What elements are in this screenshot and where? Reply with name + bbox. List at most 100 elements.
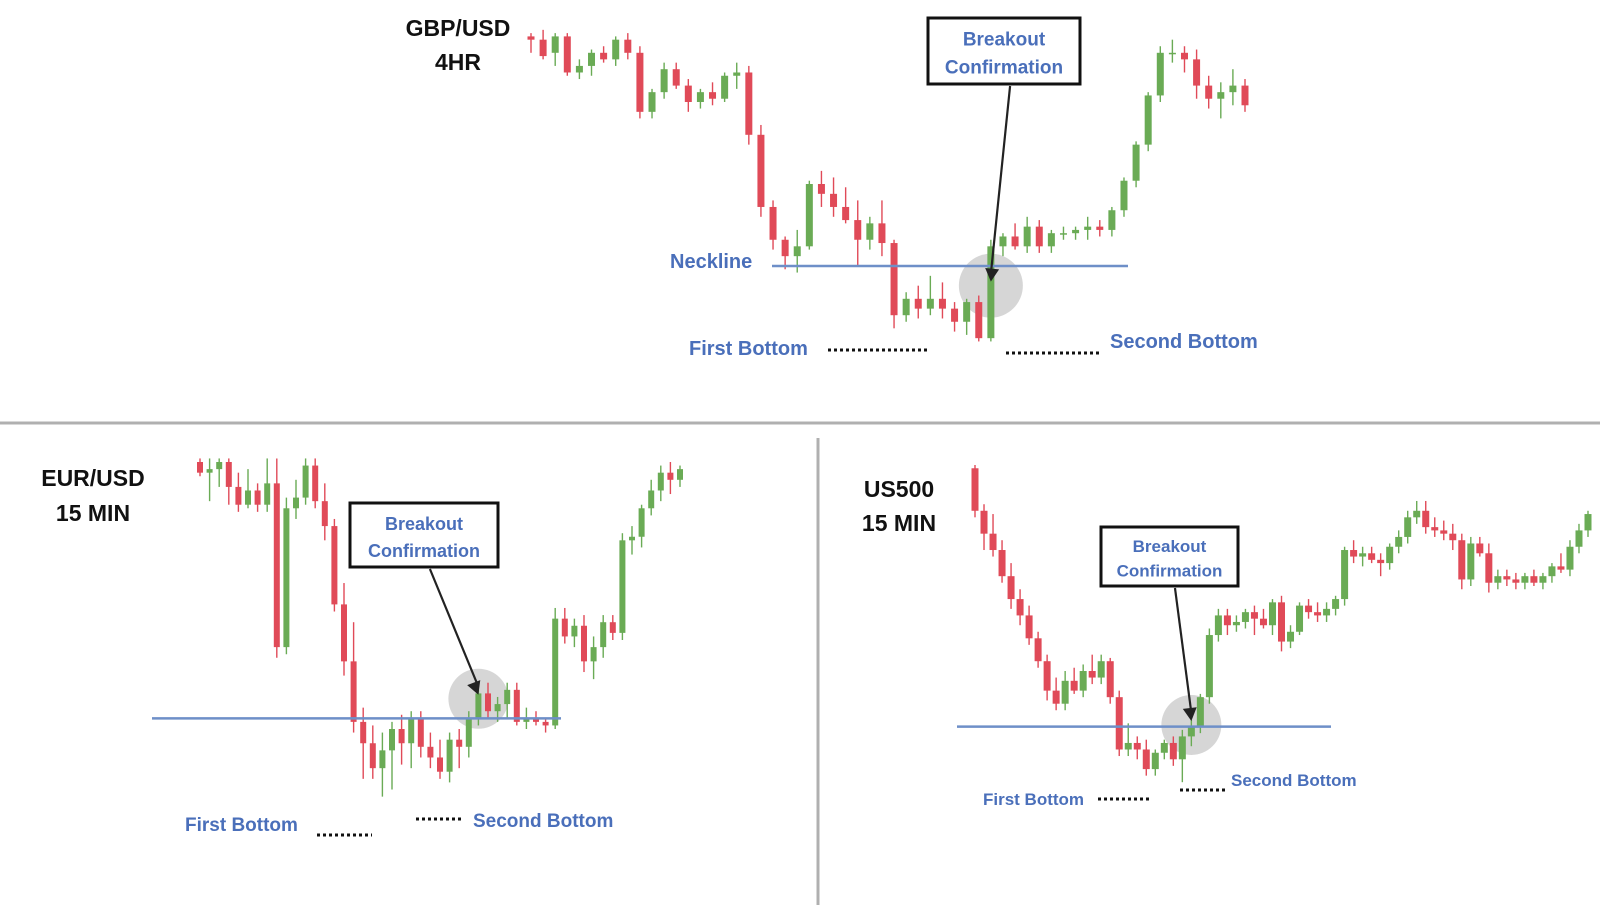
bearish-candle xyxy=(1043,661,1051,691)
bearish-candle xyxy=(769,206,777,240)
bearish-candle xyxy=(542,721,549,726)
bearish-candle xyxy=(1368,553,1376,560)
bullish-candle xyxy=(1151,752,1159,770)
bullish-candle xyxy=(638,508,645,537)
bullish-candle xyxy=(1072,229,1080,234)
bullish-candle xyxy=(1124,742,1132,750)
bullish-candle xyxy=(1079,671,1087,691)
bearish-candle xyxy=(890,243,898,316)
bullish-candle xyxy=(475,693,482,719)
bullish-candle xyxy=(1539,576,1547,583)
bearish-candle xyxy=(369,743,376,769)
gbpusd-4hr-panel: Neckline GBP/USD 4HR Breakout Confirmation Fi… xyxy=(406,15,1258,360)
breakout-arrow-shaft xyxy=(428,568,480,688)
bullish-candle xyxy=(293,497,299,509)
bearish-candle xyxy=(1530,576,1538,583)
bullish-candle xyxy=(1575,530,1583,547)
bearish-candle xyxy=(1557,566,1565,570)
bearish-candle xyxy=(235,486,242,505)
bullish-candle xyxy=(465,718,472,747)
bullish-candle xyxy=(1359,553,1367,557)
bearish-candle xyxy=(1485,553,1493,583)
bearish-candle xyxy=(563,36,571,73)
bullish-candle xyxy=(1268,602,1276,626)
bullish-candle xyxy=(1229,85,1237,93)
bullish-candle xyxy=(1566,546,1574,570)
bearish-candle xyxy=(1314,612,1322,616)
bearish-candle xyxy=(1205,85,1213,99)
bearish-candle xyxy=(914,298,922,309)
bearish-candle xyxy=(1034,638,1042,662)
bullish-candle xyxy=(999,236,1007,247)
bullish-candle xyxy=(1187,726,1195,737)
bearish-candle xyxy=(854,220,862,240)
bearish-candle xyxy=(513,689,520,722)
bearish-candle xyxy=(1035,226,1043,247)
breakout-label-line1: Breakout xyxy=(963,30,1046,51)
bearish-candle xyxy=(1458,540,1466,580)
bearish-candle xyxy=(1350,550,1358,557)
bearish-candle xyxy=(672,69,680,86)
bullish-candle xyxy=(1386,546,1394,564)
bullish-candle xyxy=(619,540,626,633)
second-bottom-label: Second Bottom xyxy=(473,811,613,832)
bullish-candle xyxy=(648,92,656,112)
first-bottom-label: First Bottom xyxy=(689,338,808,360)
bearish-candle xyxy=(417,718,424,747)
bullish-candle xyxy=(1196,697,1204,727)
bullish-candle xyxy=(245,490,251,505)
bullish-candle xyxy=(721,75,729,99)
bearish-candle xyxy=(709,92,717,99)
bullish-candle xyxy=(523,718,530,722)
bullish-candle xyxy=(1548,566,1556,577)
bearish-candle xyxy=(1223,615,1231,626)
bearish-candle xyxy=(254,490,261,505)
breakout-annotation-box xyxy=(1099,525,1240,588)
bearish-candle xyxy=(971,468,979,511)
bullish-candle xyxy=(1217,92,1225,99)
bullish-candle xyxy=(494,704,501,712)
bullish-candle xyxy=(1296,605,1304,632)
bearish-candle xyxy=(1106,661,1114,698)
breakout-annotation-box xyxy=(348,501,500,569)
bullish-candle xyxy=(571,625,578,637)
bearish-candle xyxy=(341,604,347,662)
bearish-candle xyxy=(1431,527,1439,531)
bullish-candle xyxy=(1084,226,1092,230)
bullish-candle xyxy=(1061,680,1069,704)
bullish-candle xyxy=(660,69,668,93)
bearish-candle xyxy=(636,52,644,112)
bearish-candle xyxy=(1241,85,1249,106)
bearish-candle xyxy=(350,661,357,722)
bearish-candle xyxy=(1007,576,1015,600)
bullish-candle xyxy=(1332,599,1340,609)
bearish-candle xyxy=(321,501,328,527)
us500-15min-panel: US500 15 MIN Breakout Confirmation First Bot… xyxy=(862,465,1592,809)
bullish-candle xyxy=(1494,576,1502,583)
bullish-candle xyxy=(1168,52,1176,55)
bearish-candle xyxy=(1052,690,1060,704)
bullish-candle xyxy=(793,246,801,257)
bearish-candle xyxy=(1259,618,1267,626)
breakout-arrow-shaft xyxy=(989,85,1012,274)
bullish-candle xyxy=(389,729,395,751)
bearish-candle xyxy=(1016,599,1024,616)
bullish-candle xyxy=(1156,52,1164,96)
bearish-candle xyxy=(817,184,825,194)
bullish-candle xyxy=(1178,736,1186,760)
breakout-label-line1: Breakout xyxy=(385,514,463,534)
bearish-candle xyxy=(331,526,338,605)
bullish-candle xyxy=(805,184,813,247)
bearish-candle xyxy=(1180,52,1188,60)
chart-title-symbol: GBP/USD xyxy=(406,15,511,41)
bearish-candle xyxy=(975,302,983,339)
chart-title-timeframe: 15 MIN xyxy=(862,510,936,536)
bearish-candle xyxy=(624,39,632,53)
bearish-candle xyxy=(1305,605,1313,613)
bearish-candle xyxy=(1503,576,1511,580)
breakout-label-line2: Confirmation xyxy=(945,57,1063,78)
bullish-candle xyxy=(1341,550,1349,600)
bearish-candle xyxy=(745,72,753,135)
bearish-candle xyxy=(273,483,280,648)
bullish-candle xyxy=(302,465,309,498)
